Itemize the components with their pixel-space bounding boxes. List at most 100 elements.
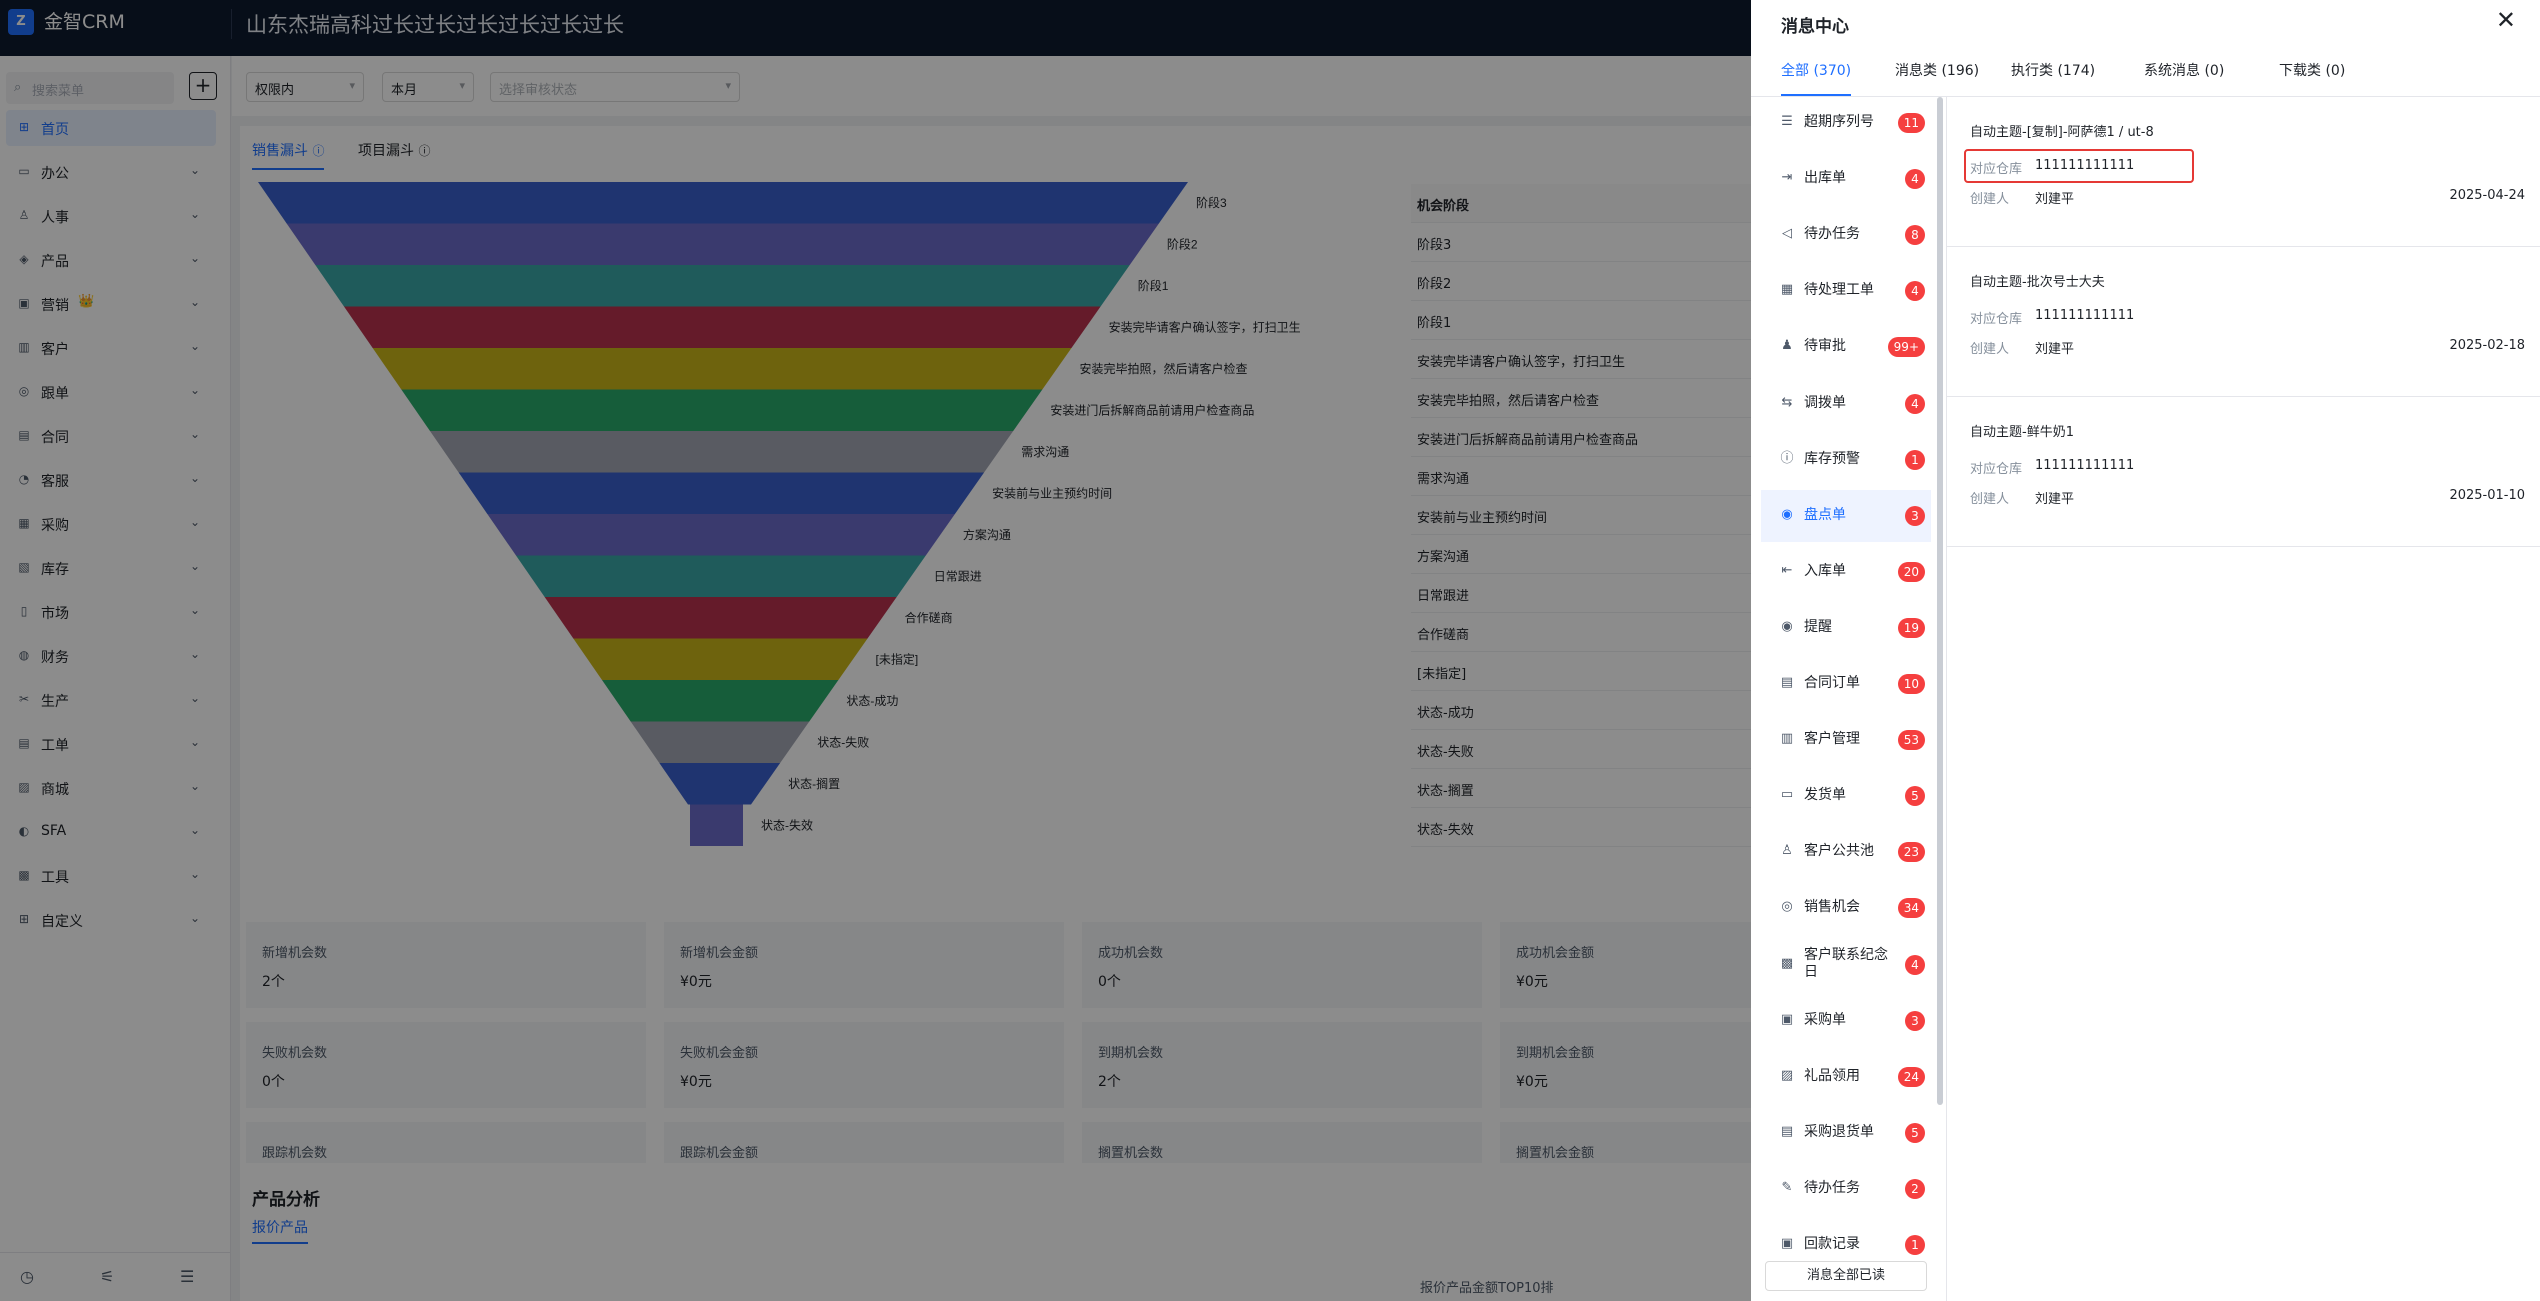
menu-collapse-icon[interactable]: ☰ [180,1267,195,1286]
message-tab-4[interactable]: 下载类 (0) [2279,63,2346,79]
funnel-segment[interactable] [344,306,1101,349]
info-icon: ⓘ [1780,450,1794,466]
message-category-item[interactable]: ♟ 待审批 99+ [1761,321,1931,373]
sidebar-item-18[interactable]: ⊞ 自定义 ⌄ [6,902,216,938]
funnel-segment[interactable] [602,680,839,722]
modal-overlay[interactable] [0,0,1752,1301]
count-badge: 5 [1905,786,1925,807]
funnel-label: 阶段3 [1196,195,1227,210]
sidebar-item-label: 客服 [41,474,69,490]
audit-status-select[interactable]: 选择审核状态 ▾ [490,72,740,102]
funnel-segment[interactable] [690,804,743,847]
message-category-item[interactable]: ◁ 待办任务 8 [1761,209,1931,261]
message-category-item[interactable]: ♙ 客户公共池 23 [1761,826,1931,878]
sidebar-item-17[interactable]: ▩ 工具 ⌄ [6,858,216,894]
message-category-item[interactable]: ▭ 发货单 5 [1761,770,1931,822]
sidebar-item-5[interactable]: ▥ 客户 ⌄ [6,330,216,366]
scrollbar[interactable] [1937,97,1943,1105]
funnel-segment[interactable] [258,182,1188,224]
history-icon[interactable]: ◷ [20,1267,34,1286]
funnel-segment[interactable] [315,265,1130,307]
message-category-item[interactable]: ✎ 待办任务 2 [1761,1163,1931,1215]
sidebar-item-6[interactable]: ◎ 跟单 ⌄ [6,374,216,410]
sidebar-item-3[interactable]: ◈ 产品 ⌄ [6,242,216,278]
stat-label: 跟踪机会数 [262,1146,328,1161]
sidebar-item-10[interactable]: ▧ 库存 ⌄ [6,550,216,586]
message-category-item[interactable]: ▦ 待处理工单 4 [1761,265,1931,317]
chevron-down-icon: ▾ [725,79,731,92]
message-category-item[interactable]: ⇤ 入库单 20 [1761,546,1931,598]
message-category-item[interactable]: ◉ 提醒 19 [1761,602,1931,654]
sidebar-item-13[interactable]: ✂ 生产 ⌄ [6,682,216,718]
funnel-segment[interactable] [458,472,985,515]
message-category-item[interactable]: ◉ 盘点单 3 [1761,489,1931,542]
service-icon: ◔ [18,472,30,486]
close-icon[interactable]: ✕ [2495,6,2516,34]
chevron-down-icon: ⌄ [189,383,200,397]
sidebar-item-15[interactable]: ▨ 商城 ⌄ [6,770,216,806]
funnel-segment[interactable] [487,514,955,556]
message-category-item[interactable]: ◎ 销售机会 34 [1761,882,1931,934]
funnel-segment[interactable] [430,431,1014,473]
message-tab-1[interactable]: 消息类 (196) [1895,63,1980,79]
message-category-item[interactable]: ▨ 礼品领用 24 [1761,1051,1931,1103]
message-category-item[interactable]: ☰ 超期序列号 11 [1761,97,1931,149]
tab-sales-funnel[interactable]: 销售漏斗 ⓘ [252,140,325,170]
stat-value: ¥0元 [1516,1074,1548,1090]
sidebar-item-12[interactable]: ◍ 财务 ⌄ [6,638,216,674]
funnel-segment[interactable] [544,597,897,639]
sidebar-item-7[interactable]: ▤ 合同 ⌄ [6,418,216,454]
filter-icon[interactable]: ⚟ [100,1267,115,1286]
message-category-item[interactable]: ⓘ 库存预警 1 [1761,434,1931,486]
funnel-segment[interactable] [516,555,926,598]
message-category-item[interactable]: ▥ 客户管理 53 [1761,714,1931,766]
message-category-item[interactable]: ▤ 采购退货单 5 [1761,1107,1931,1159]
sidebar-item-9[interactable]: ▦ 采购 ⌄ [6,506,216,542]
count-badge: 20 [1897,561,1925,582]
tab-project-funnel[interactable]: 项目漏斗 ⓘ [358,140,430,170]
sidebar-item-4[interactable]: ▣ 营销 👑 ⌄ [6,286,216,322]
message-item[interactable]: 自动主题-鲜牛奶1 对应仓库 111111111111 创建人 刘建平 2025-01-1… [1947,397,2540,547]
scope-select[interactable]: 权限内 ▾ [246,72,364,102]
message-category-item[interactable]: ▣ 采购单 3 [1761,995,1931,1047]
funnel-segment[interactable] [286,223,1159,266]
message-tab-2[interactable]: 执行类 (174) [2011,63,2096,79]
message-tab-3[interactable]: 系统消息 (0) [2144,63,2225,79]
add-button[interactable]: + [189,72,217,100]
mark-all-read-button[interactable]: 消息全部已读 [1765,1261,1927,1291]
message-category-item[interactable]: ⇥ 出库单 4 [1761,153,1931,205]
message-item[interactable]: 自动主题-[复制]-阿萨德1 / ut-8 对应仓库 111111111111 创建人… [1947,97,2540,247]
sidebar-item-8[interactable]: ◔ 客服 ⌄ [6,462,216,498]
period-select[interactable]: 本月 ▾ [382,72,474,102]
sidebar-item-0[interactable]: ⊞ 首页 [6,110,216,146]
customer-manage-icon: ▥ [1780,731,1794,747]
purchase-order-icon: ▣ [1780,1011,1794,1027]
message-category-item[interactable]: ▣ 回款记录 1 [1761,1219,1931,1271]
funnel-segment[interactable] [659,763,781,805]
tab-quoted-products[interactable]: 报价产品 [252,1217,308,1244]
stat-card: 新增机会金额 ¥0元 [664,922,1064,1008]
sidebar-item-11[interactable]: ▯ 市场 ⌄ [6,594,216,630]
divider [1946,97,1947,1301]
message-category-item[interactable]: ▤ 合同订单 10 [1761,658,1931,710]
funnel-segment[interactable] [630,721,810,764]
message-category-item[interactable]: ▩ 客户联系纪念日 4 [1761,939,1931,991]
people-icon: ♙ [18,208,30,222]
message-tab-0[interactable]: 全部 (370) [1781,60,1852,96]
funnel-segment[interactable] [573,638,868,681]
menu-search-input[interactable]: ⌕ 搜索菜单 [6,72,174,104]
funnel-label: 安装完毕拍照，然后请客户检查 [1079,361,1247,376]
product-icon: ◈ [19,252,29,266]
sidebar-item-label: 营销 [41,298,69,314]
message-category-item[interactable]: ⇆ 调拨单 4 [1761,378,1931,430]
chevron-down-icon: ⌄ [189,867,200,881]
sidebar-item-2[interactable]: ♙ 人事 ⌄ [6,198,216,234]
sidebar-item-14[interactable]: ▤ 工单 ⌄ [6,726,216,762]
sidebar-item-16[interactable]: ◐ SFA ⌄ [6,814,216,850]
workorder-icon: ▤ [18,736,30,750]
chevron-down-icon: ▾ [459,79,465,92]
message-item[interactable]: 自动主题-批次号士大夫 对应仓库 111111111111 创建人 刘建平 2025-02… [1947,247,2540,397]
sidebar-item-1[interactable]: ▭ 办公 ⌄ [6,154,216,190]
funnel-segment[interactable] [401,389,1043,432]
funnel-segment[interactable] [372,348,1072,390]
